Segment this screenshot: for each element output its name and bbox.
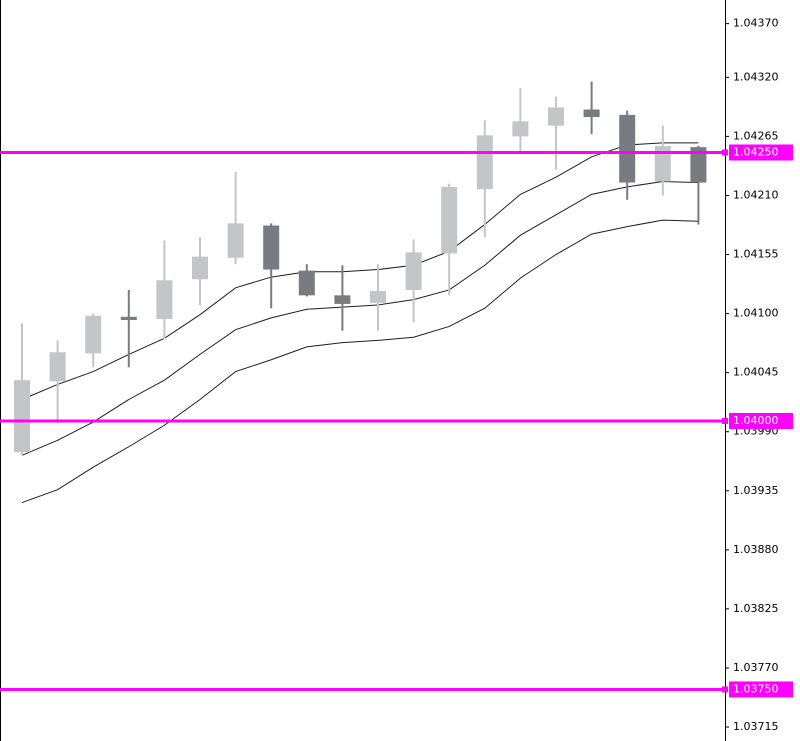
candle-body xyxy=(263,225,280,270)
candle-body xyxy=(548,107,564,126)
candle-body xyxy=(192,256,208,280)
y-tick-label: 1.03825 xyxy=(733,602,779,615)
candle-body xyxy=(49,352,66,382)
level-label: 1.04000 xyxy=(733,414,779,427)
candle-body xyxy=(476,135,493,190)
y-tick-label: 1.04100 xyxy=(733,307,779,320)
y-tick-label: 1.03935 xyxy=(733,484,779,497)
y-tick-label: 1.04370 xyxy=(733,17,779,30)
y-tick-label: 1.04210 xyxy=(733,188,779,201)
candle-body xyxy=(120,316,137,321)
level-label-box xyxy=(729,412,793,429)
candle-body xyxy=(14,380,30,453)
y-tick-label: 1.04320 xyxy=(733,70,779,83)
candle-body xyxy=(370,291,386,303)
candle-body xyxy=(298,270,315,296)
candle-body xyxy=(334,295,351,304)
band-line xyxy=(21,180,699,456)
y-tick-label: 1.04045 xyxy=(733,366,779,379)
level-label: 1.03750 xyxy=(733,682,779,695)
level-label-box xyxy=(729,144,793,161)
candle-body xyxy=(405,252,422,290)
level-marker xyxy=(722,417,728,424)
candle-body xyxy=(619,114,636,183)
y-tick-label: 1.03715 xyxy=(733,720,779,733)
y-tick-label: 1.03770 xyxy=(733,661,779,674)
candle-body xyxy=(85,315,102,354)
candle-body xyxy=(512,121,529,137)
band-line xyxy=(21,142,699,400)
band-line xyxy=(21,219,699,504)
level-label-box xyxy=(729,681,793,698)
y-tick-label: 1.04155 xyxy=(733,248,779,261)
y-tick-label: 1.04265 xyxy=(733,129,779,142)
candle-body xyxy=(583,109,600,118)
level-label: 1.04250 xyxy=(733,145,779,158)
candle-body xyxy=(654,146,671,182)
candle-body xyxy=(441,186,458,254)
candle-body xyxy=(227,223,244,258)
y-tick-label: 1.03880 xyxy=(733,543,779,556)
level-marker xyxy=(722,686,728,693)
level-marker xyxy=(722,149,728,156)
candle-body xyxy=(156,280,173,319)
candle-body xyxy=(690,147,707,183)
